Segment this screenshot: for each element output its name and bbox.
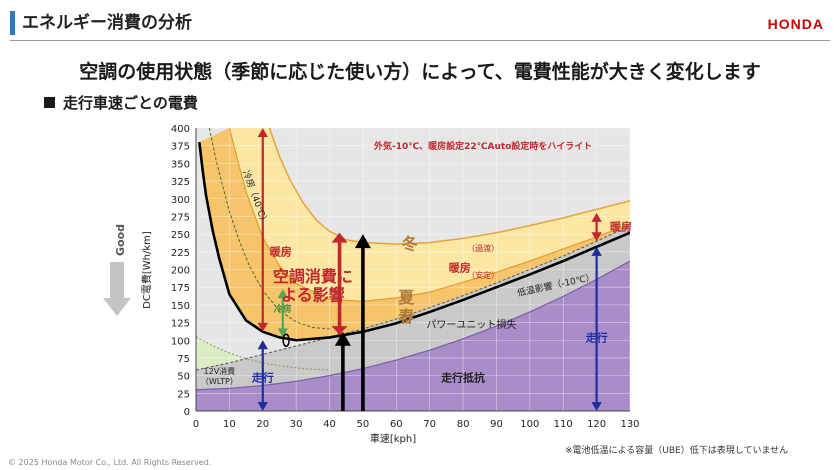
- aircon-arrow-red-head: [331, 232, 348, 243]
- heating-left-label: 暖房: [270, 244, 292, 258]
- section-heading: 走行車速ごとの電費: [44, 92, 198, 113]
- y-tick-label: 0: [184, 407, 190, 418]
- y-tick-label: 400: [171, 124, 190, 135]
- footnote: ※電池低温による容量（UBE）低下は表現していません: [565, 446, 789, 456]
- square-bullet-icon: [44, 97, 55, 108]
- highlight-note: 外気-10℃、暖房設定22℃Auto設定時をハイライト: [373, 140, 592, 152]
- copyright: © 2025 Honda Motor Co., Ltd. All Rights …: [8, 458, 212, 467]
- drive-arrow-120-head: [591, 402, 602, 411]
- x-tick-label: 110: [554, 419, 573, 430]
- y-tick-label: 25: [177, 389, 190, 400]
- heating-arrow-20-head: [257, 322, 268, 332]
- x-tick-label: 90: [490, 419, 503, 430]
- x-tick-label: 130: [620, 419, 639, 430]
- y-tick-label: 75: [177, 354, 190, 365]
- y-tick-label: 375: [171, 142, 190, 153]
- heating-right-label: 暖房: [610, 220, 632, 234]
- transient-label: （過渡）: [467, 243, 499, 253]
- aircon-arrow-black-1-head: [354, 234, 371, 249]
- x-tick-label: 0: [193, 419, 199, 430]
- y-tick-label: 225: [171, 248, 190, 259]
- heating-stable-line: [228, 128, 630, 302]
- spring-label: 春: [397, 307, 415, 326]
- summer-label: 夏: [397, 288, 415, 307]
- cooling-arrow-26-head: [277, 328, 288, 338]
- cooling-arrow-26-tail: [277, 289, 288, 299]
- good-indicator: Good: [102, 224, 132, 318]
- power-unit-area: [196, 225, 630, 390]
- x-tick-label: 20: [256, 419, 269, 430]
- x-tick-label: 60: [390, 419, 403, 430]
- resistance-line: [196, 260, 630, 391]
- power-unit-label: パワーユニット損失: [426, 318, 516, 331]
- y-tick-label: 200: [171, 266, 190, 277]
- min-point-marker: [282, 333, 290, 347]
- low-temp-line: [198, 141, 630, 342]
- x-tick-label: 10: [223, 419, 236, 430]
- aircon-label-line2: よる影響: [281, 286, 345, 305]
- cooling-short-label: 冷房: [274, 303, 292, 315]
- y-tick-label: 100: [171, 336, 190, 347]
- x-axis-label: 車速[kph]: [370, 432, 416, 445]
- winter-label: 冬: [402, 235, 418, 254]
- x-tick-label: 70: [423, 419, 436, 430]
- drive-right-label: 走行: [585, 331, 608, 345]
- x-tick-label: 50: [357, 419, 370, 430]
- heating-stable-area: [199, 128, 630, 341]
- slide-title: エネルギー消費の分析: [22, 13, 192, 33]
- x-tick-label: 40: [323, 419, 336, 430]
- y-tick-label: 175: [171, 283, 190, 294]
- y-tick-label: 250: [171, 230, 190, 241]
- plot-area: [196, 128, 630, 411]
- drive-arrow-120-tail: [591, 246, 602, 256]
- resistance-area: [196, 261, 630, 411]
- y-axis-label: DC電費[Wh/km]: [140, 231, 153, 309]
- aircon-arrow-red-tail: [331, 326, 348, 335]
- y-tick-label: 125: [171, 319, 190, 330]
- title-divider: [10, 40, 830, 41]
- y-tick-label: 150: [171, 301, 190, 312]
- heating-arrow-20-tail: [257, 128, 268, 137]
- v12-label-line2: （WLTP）: [201, 377, 238, 386]
- honda-logo: HONDA: [767, 16, 824, 32]
- drive-arrow-20-tail: [257, 340, 268, 350]
- cooling-line: [208, 128, 330, 330]
- y-tick-label: 300: [171, 195, 190, 206]
- title-bar: エネルギー消費の分析 HONDA: [0, 8, 840, 38]
- x-tick-label: 120: [587, 419, 606, 430]
- section-heading-text: 走行車速ごとの電費: [63, 94, 198, 112]
- x-tick-label: 30: [290, 419, 303, 430]
- x-tick-label: 80: [457, 419, 470, 430]
- title-accent-bar: [10, 11, 15, 35]
- heating-mid-label: 暖房: [449, 261, 471, 275]
- aircon-arrow-black-0-head: [334, 331, 351, 346]
- v12-label-line1: 12V消費: [204, 366, 236, 376]
- headline: 空調の使用状態（季節に応じた使い方）によって、電費性能が大きく変化します: [79, 61, 761, 83]
- y-tick-label: 50: [177, 372, 190, 383]
- heating-transient-line: [268, 128, 630, 245]
- y-tick-label: 275: [171, 212, 190, 223]
- resistance-label: 走行抵抗: [440, 370, 485, 384]
- y-tick-label: 325: [171, 177, 190, 188]
- x-tick-label: 100: [520, 419, 539, 430]
- heating-arrow-120-head: [591, 232, 602, 242]
- heating-arrow-120-tail: [591, 212, 602, 222]
- down-arrow-icon: [103, 262, 131, 316]
- drive-left-label: 走行: [251, 370, 274, 384]
- aircon-label-line1: 空調消費に: [273, 267, 353, 286]
- drive-arrow-20-head: [257, 402, 268, 411]
- stable-label: （安定）: [467, 270, 499, 280]
- y-tick-label: 350: [171, 159, 190, 170]
